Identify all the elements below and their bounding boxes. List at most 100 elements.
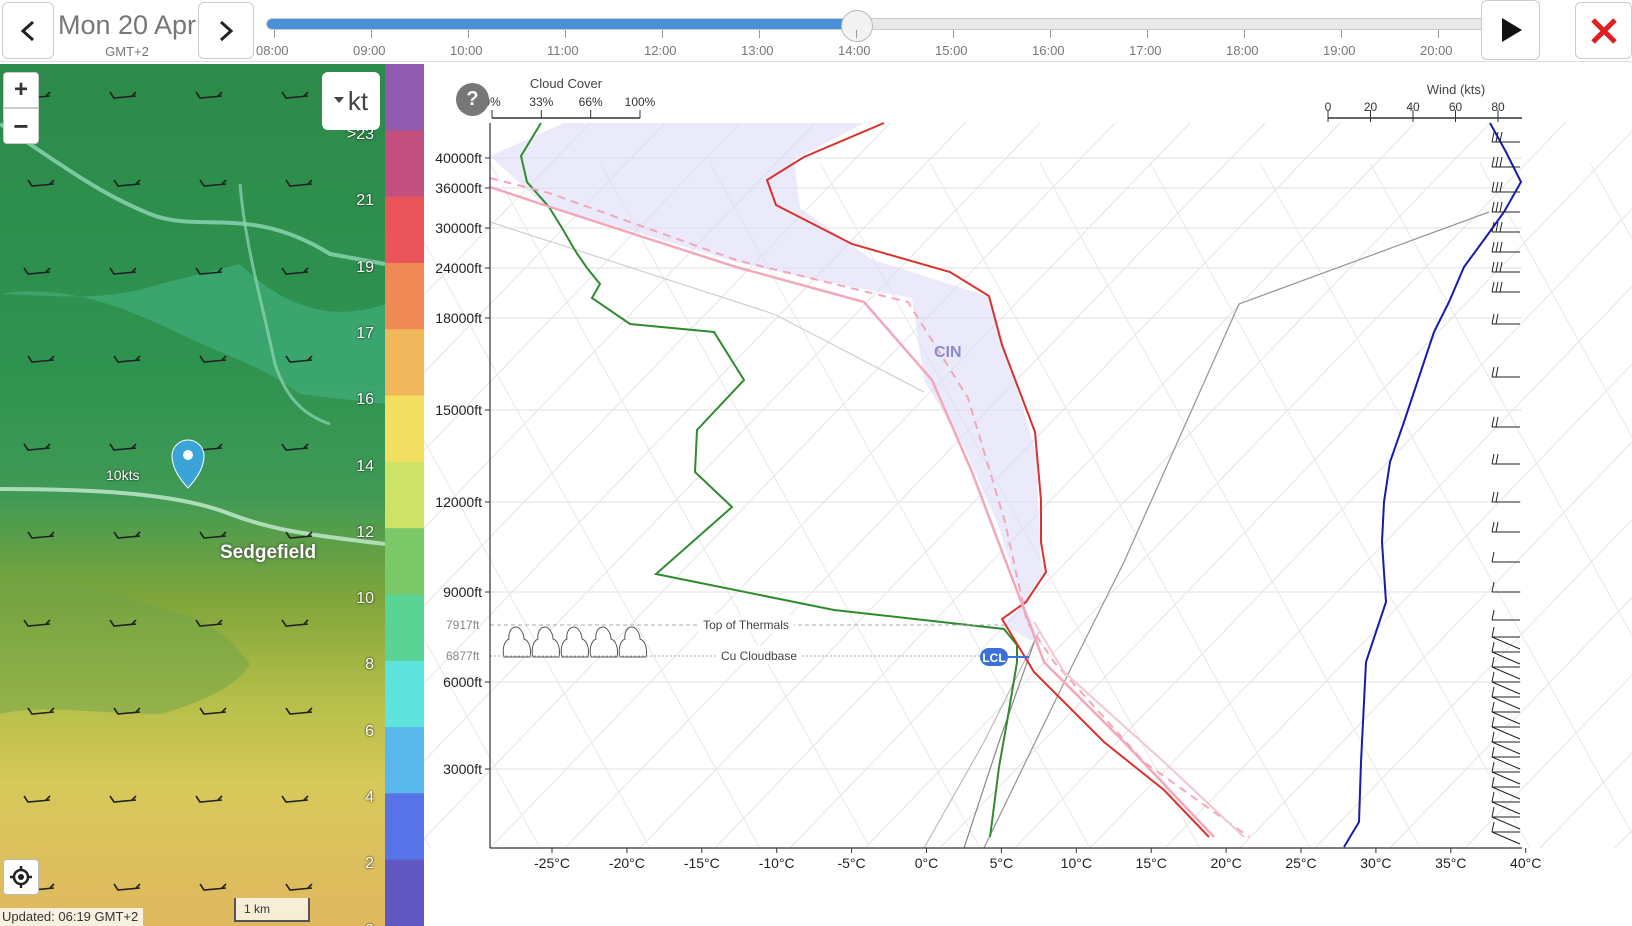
legend-value: 6 bbox=[365, 722, 374, 740]
cumulus-cloud-icon bbox=[589, 626, 618, 658]
legend-swatch bbox=[385, 196, 424, 264]
time-tick-label: 19:00 bbox=[1323, 43, 1356, 58]
altitude-label: 6000ft bbox=[443, 674, 482, 690]
wind-arrow-icon bbox=[113, 883, 141, 891]
zoom-out-button[interactable]: − bbox=[3, 108, 39, 144]
altitude-label: 30000ft bbox=[435, 220, 482, 236]
close-button[interactable] bbox=[1575, 2, 1632, 59]
cloud-cover-tick: 100% bbox=[625, 95, 656, 109]
temperature-label: 30°C bbox=[1360, 855, 1391, 871]
wind-speed-label: 10kts bbox=[106, 467, 140, 483]
wind-arrow-icon bbox=[199, 355, 227, 363]
play-button[interactable] bbox=[1481, 0, 1540, 60]
time-tick-label: 15:00 bbox=[935, 43, 968, 58]
place-label: Sedgefield bbox=[220, 542, 317, 563]
wind-arrow-icon bbox=[109, 443, 137, 451]
cloud-cover-axis: Cloud Cover 0% 33% 66% 100% bbox=[483, 76, 656, 119]
wind-barb-icon bbox=[1491, 181, 1520, 193]
time-tick-label: 11:00 bbox=[547, 43, 579, 58]
wind-arrow-icon bbox=[199, 531, 227, 539]
wind-barb-icon bbox=[1491, 806, 1521, 830]
map-canvas[interactable] bbox=[0, 64, 424, 926]
previous-day-button[interactable] bbox=[2, 2, 54, 59]
wind-legend bbox=[385, 64, 424, 926]
legend-swatch bbox=[385, 727, 424, 794]
wind-arrow-icon bbox=[113, 707, 141, 715]
temperature-label: 25°C bbox=[1285, 855, 1316, 871]
legend-swatch bbox=[385, 660, 424, 728]
wind-arrow-icon bbox=[199, 883, 227, 891]
wind-barb-icon bbox=[1491, 201, 1520, 213]
wind-barb-icon bbox=[1491, 491, 1520, 503]
altitude-label: 36000ft bbox=[435, 180, 482, 196]
time-tick-label: 08:00 bbox=[256, 43, 289, 58]
wind-barb-icon bbox=[1491, 581, 1520, 593]
wind-axis: Wind (kts) 0 20 40 60 80 bbox=[1325, 82, 1522, 122]
legend-swatch bbox=[385, 262, 424, 330]
cloud-icons bbox=[502, 626, 647, 658]
wind-arrow-icon bbox=[281, 91, 309, 99]
wind-barb-icon bbox=[1491, 776, 1521, 800]
wind-arrow-icon bbox=[195, 619, 223, 627]
legend-value: >23 bbox=[346, 126, 374, 143]
wind-map[interactable]: >232119171614121086420 10kts Sedgefield … bbox=[0, 64, 424, 926]
time-tick-label: 18:00 bbox=[1226, 43, 1259, 58]
unit-select[interactable]: kt bbox=[322, 72, 380, 130]
legend-swatch bbox=[385, 461, 424, 529]
wind-arrow-icon bbox=[27, 355, 55, 363]
time-slider[interactable] bbox=[266, 10, 1496, 42]
legend-swatch bbox=[385, 395, 424, 463]
legend-value: 10 bbox=[356, 590, 374, 608]
zoom-in-button[interactable]: + bbox=[3, 72, 39, 108]
cloud-cover-tick: 66% bbox=[579, 95, 603, 109]
altitude-label: 40000ft bbox=[435, 150, 482, 166]
dewpoint-line bbox=[519, 122, 1018, 838]
cloud-cover-title: Cloud Cover bbox=[530, 76, 603, 91]
wind-arrow-icon bbox=[109, 267, 137, 275]
wind-barb-icon bbox=[1491, 821, 1521, 845]
help-button[interactable]: ? bbox=[456, 83, 489, 116]
temperature-label: 0°C bbox=[915, 855, 939, 871]
next-day-button[interactable] bbox=[198, 2, 254, 59]
time-toolbar: Mon 20 Apr GMT+2 08:00 09:00 10:00 11:00 12:… bbox=[0, 0, 1632, 62]
wind-arrows bbox=[23, 91, 313, 891]
wind-barb-icon bbox=[1491, 261, 1520, 273]
chevron-left-icon bbox=[20, 20, 35, 41]
time-tick bbox=[1438, 30, 1439, 38]
chevron-right-icon bbox=[219, 20, 234, 41]
lcl-label: LCL bbox=[982, 651, 1005, 665]
altitude-label: 24000ft bbox=[435, 260, 482, 276]
time-slider-fill bbox=[267, 19, 857, 29]
cumulus-cloud-icon bbox=[531, 626, 560, 658]
legend-swatch bbox=[385, 329, 424, 397]
wind-speed-line bbox=[1343, 122, 1523, 848]
locate-button[interactable] bbox=[3, 859, 39, 895]
wind-arrow-icon bbox=[27, 531, 55, 539]
wind-barb-icon bbox=[1491, 746, 1521, 770]
wind-arrow-icon bbox=[109, 91, 137, 99]
cloud-cover-tick: 33% bbox=[529, 95, 553, 109]
wind-arrow-icon bbox=[285, 355, 313, 363]
time-tick bbox=[468, 30, 469, 38]
wind-arrow-icon bbox=[285, 531, 313, 539]
temperature-label: -15°C bbox=[684, 855, 720, 871]
location-pin-icon[interactable] bbox=[171, 439, 205, 489]
wind-barb-icon bbox=[1491, 641, 1521, 665]
time-tick bbox=[1147, 30, 1148, 38]
skewt-axes: 40000ft 36000ft 30000ft 24000ft 18000ft 15000… bbox=[435, 123, 1541, 871]
wind-arrow-icon bbox=[195, 91, 223, 99]
legend-swatch bbox=[385, 859, 424, 926]
time-tick bbox=[1341, 30, 1342, 38]
thermal-top-label: Top of Thermals bbox=[703, 618, 789, 632]
time-slider-thumb[interactable] bbox=[841, 10, 873, 42]
play-icon bbox=[1501, 18, 1522, 42]
wind-arrow-icon bbox=[281, 795, 309, 803]
legend-swatch bbox=[385, 64, 424, 131]
map-scale: 1 km bbox=[234, 898, 310, 922]
wind-barb-icon bbox=[1491, 221, 1520, 233]
wind-arrow-icon bbox=[23, 443, 51, 451]
wind-arrow-icon bbox=[199, 707, 227, 715]
temperature-label: 5°C bbox=[990, 855, 1014, 871]
temperature-label: -10°C bbox=[759, 855, 795, 871]
parcel-line bbox=[489, 185, 1215, 838]
